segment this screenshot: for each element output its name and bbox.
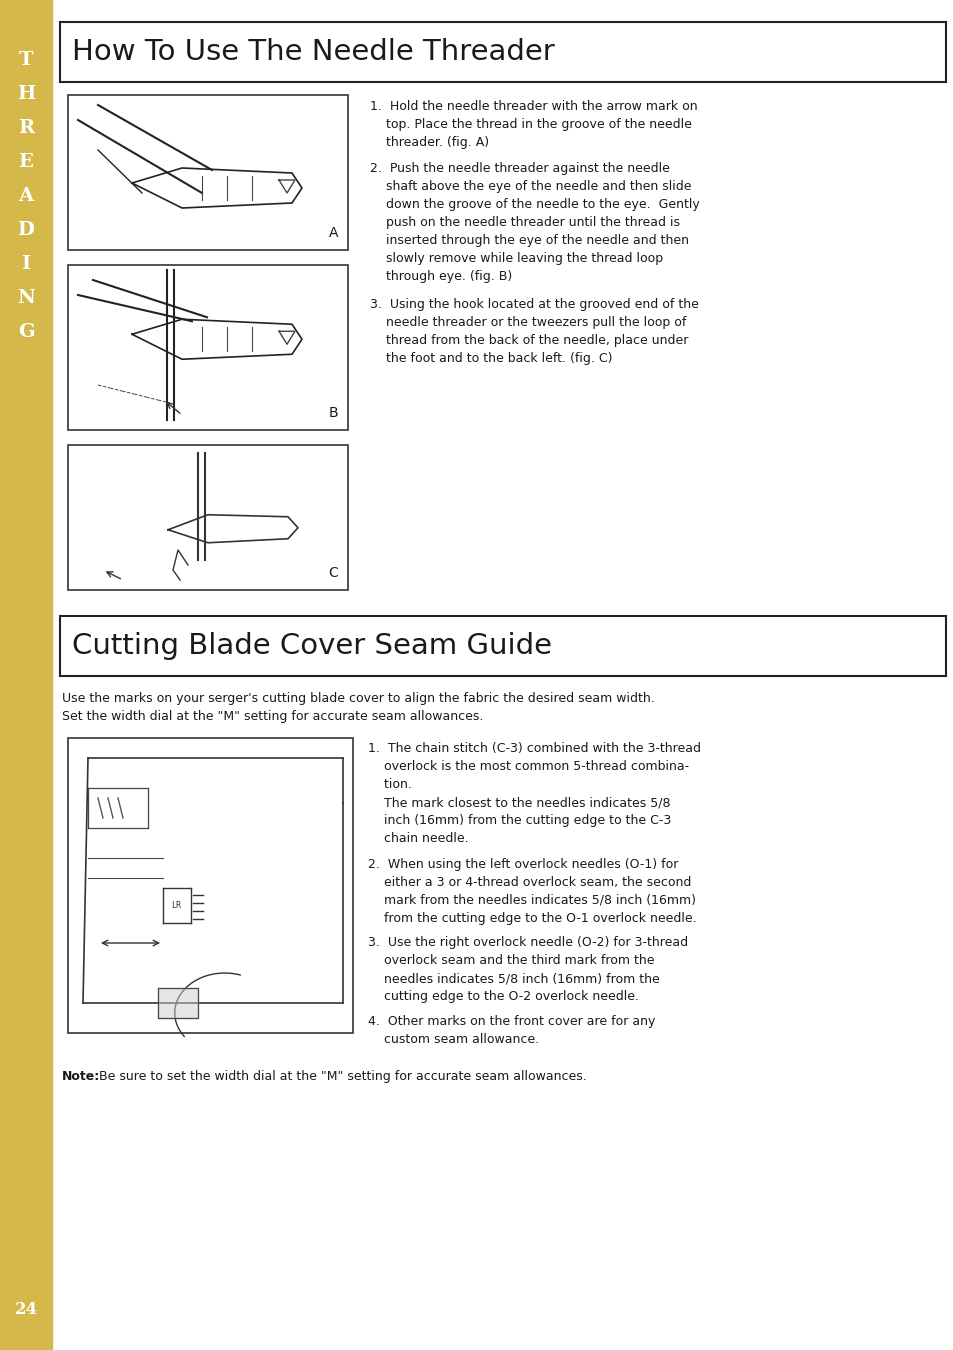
Text: How To Use The Needle Threader: How To Use The Needle Threader bbox=[71, 38, 554, 66]
Text: B: B bbox=[328, 406, 337, 420]
Bar bbox=[60, 616, 945, 676]
Text: 2.  When using the left overlock needles (O-1) for
    either a 3 or 4-thread ov: 2. When using the left overlock needles … bbox=[368, 857, 696, 925]
Text: Cutting Blade Cover Seam Guide: Cutting Blade Cover Seam Guide bbox=[71, 632, 552, 660]
Bar bbox=[68, 95, 348, 250]
Text: I: I bbox=[21, 255, 30, 273]
Text: T: T bbox=[19, 51, 33, 69]
Text: Note:: Note: bbox=[62, 1071, 100, 1083]
Bar bbox=[68, 446, 348, 590]
Text: G: G bbox=[18, 323, 34, 342]
Text: 1.  Hold the needle threader with the arrow mark on
    top. Place the thread in: 1. Hold the needle threader with the arr… bbox=[370, 100, 697, 148]
Text: 1.  The chain stitch (C-3) combined with the 3-thread
    overlock is the most c: 1. The chain stitch (C-3) combined with … bbox=[368, 743, 700, 845]
Bar bbox=[68, 265, 348, 431]
Text: N: N bbox=[17, 289, 35, 306]
Text: 4.  Other marks on the front cover are for any
    custom seam allowance.: 4. Other marks on the front cover are fo… bbox=[368, 1015, 655, 1046]
Text: E: E bbox=[18, 153, 33, 171]
Text: 3.  Use the right overlock needle (O-2) for 3-thread
    overlock seam and the t: 3. Use the right overlock needle (O-2) f… bbox=[368, 937, 687, 1003]
Text: 3.  Using the hook located at the grooved end of the
    needle threader or the : 3. Using the hook located at the grooved… bbox=[370, 298, 699, 366]
Text: 2.  Push the needle threader against the needle
    shaft above the eye of the n: 2. Push the needle threader against the … bbox=[370, 162, 699, 284]
Bar bbox=[0, 0, 52, 1350]
Text: A: A bbox=[18, 188, 33, 205]
Polygon shape bbox=[158, 988, 198, 1018]
Bar bbox=[60, 22, 945, 82]
Polygon shape bbox=[278, 331, 294, 344]
Polygon shape bbox=[168, 514, 297, 543]
Polygon shape bbox=[132, 167, 302, 208]
Text: Use the marks on your serger's cutting blade cover to align the fabric the desir: Use the marks on your serger's cutting b… bbox=[62, 693, 654, 724]
Bar bbox=[68, 738, 353, 1033]
Text: C: C bbox=[328, 566, 337, 580]
Text: A: A bbox=[328, 225, 337, 240]
Text: LR: LR bbox=[171, 900, 181, 910]
Polygon shape bbox=[132, 319, 302, 359]
Text: Be sure to set the width dial at the "M" setting for accurate seam allowances.: Be sure to set the width dial at the "M"… bbox=[95, 1071, 586, 1083]
Text: H: H bbox=[17, 85, 35, 103]
Text: 24: 24 bbox=[14, 1301, 37, 1319]
Text: R: R bbox=[18, 119, 34, 136]
Polygon shape bbox=[278, 180, 294, 193]
Text: D: D bbox=[17, 221, 34, 239]
